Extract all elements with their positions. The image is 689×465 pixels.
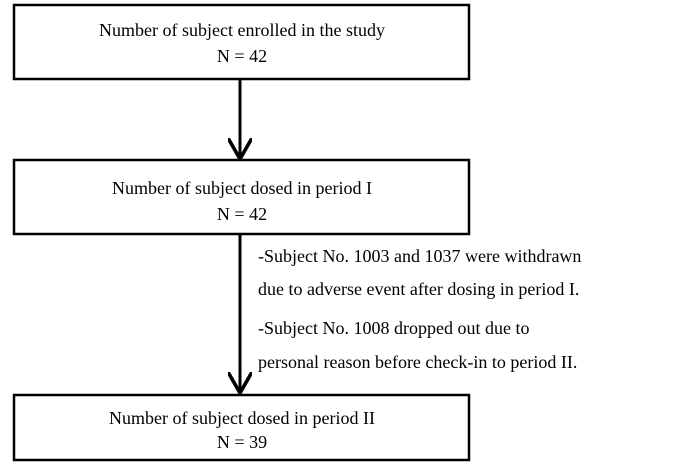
note-line: -Subject No. 1003 and 1037 were withdraw… xyxy=(258,246,581,266)
node-count: N = 42 xyxy=(217,204,267,224)
note-line: -Subject No. 1008 dropped out due to xyxy=(258,318,529,338)
node-label: Number of subject dosed in period I xyxy=(112,178,372,198)
note-line: due to adverse event after dosing in per… xyxy=(258,279,579,299)
node-count: N = 42 xyxy=(217,46,267,66)
node-label: Number of subject dosed in period II xyxy=(109,408,375,428)
node-count: N = 39 xyxy=(217,432,267,452)
node-box xyxy=(12,393,471,462)
node-box xyxy=(12,158,471,236)
node-label: Number of subject enrolled in the study xyxy=(99,20,385,40)
note-line: personal reason before check-in to perio… xyxy=(258,352,577,372)
node-box xyxy=(12,3,471,81)
